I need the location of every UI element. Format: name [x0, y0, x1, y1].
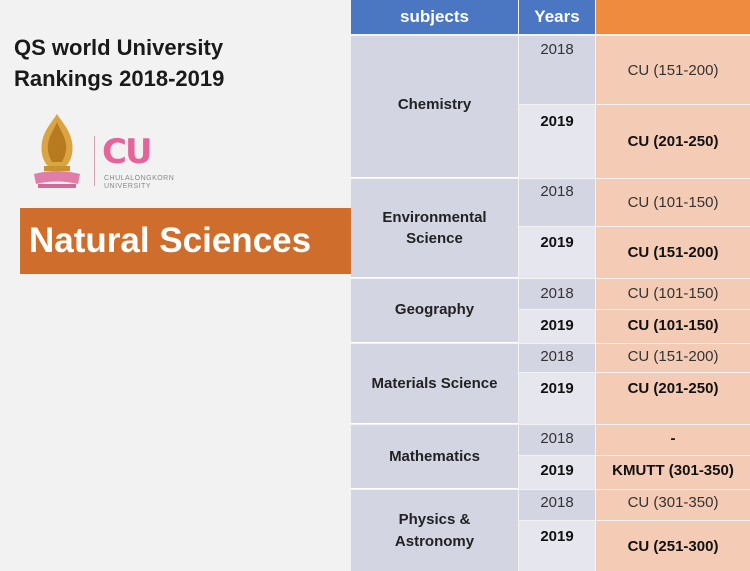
rank-cell: CU (101-150) — [596, 279, 750, 309]
year-cell: 2019 — [519, 521, 595, 571]
rank-cell: CU (251-300) — [596, 521, 750, 571]
year-label: 2019 — [540, 528, 574, 545]
rank-cell: KMUTT (301-350) — [596, 456, 750, 489]
rank-label: - — [670, 430, 676, 447]
rank-label: CU (101-150) — [627, 285, 719, 302]
subject-cell: Physics & Astronomy — [351, 490, 518, 571]
year-cell: 2019 — [519, 227, 595, 278]
year-label: 2018 — [540, 41, 574, 58]
rank-label: CU (101-150) — [627, 317, 719, 334]
year-label: 2018 — [540, 430, 574, 447]
rank-label: CU (201-250) — [627, 380, 719, 397]
subject-label-line-2: Science — [406, 230, 463, 247]
rank-cell: CU (201-250) — [596, 105, 750, 178]
logo-name-line-2: UNIVERSITY — [104, 183, 152, 190]
rank-cell: CU (101-150) — [596, 179, 750, 226]
subject-label: Mathematics — [389, 448, 480, 465]
logo-university-name: CHULALONGKORN UNIVERSITY — [104, 175, 174, 191]
year-label: 2019 — [540, 380, 574, 397]
subject-cell: Mathematics — [351, 425, 518, 489]
year-cell: 2019 — [519, 373, 595, 424]
section-banner: Natural Sciences — [20, 208, 351, 274]
rank-label: KMUTT (301-350) — [612, 462, 734, 479]
rankings-table: subjects Years Chemistry 2018 2019 CU (1… — [351, 0, 750, 571]
rank-label: CU (151-200) — [627, 348, 719, 365]
section-banner-label: Natural Sciences — [29, 221, 312, 260]
logo-divider — [94, 136, 95, 186]
year-cell: 2018 — [519, 425, 595, 455]
rank-label: CU (151-200) — [627, 244, 719, 261]
page-title: QS world University Rankings 2018-2019 — [14, 32, 224, 94]
logo-name-line-1: CHULALONGKORN — [104, 175, 175, 182]
year-cell: 2019 — [519, 105, 595, 178]
title-line-2: Rankings 2018-2019 — [14, 66, 225, 91]
rank-cell: CU (301-350) — [596, 490, 750, 520]
title-line-1: QS world University — [14, 35, 224, 60]
rank-label: CU (301-350) — [627, 494, 719, 511]
year-cell: 2018 — [519, 490, 595, 520]
subject-label: Materials Science — [371, 375, 498, 392]
rank-cell: CU (151-200) — [596, 227, 750, 278]
year-cell: 2018 — [519, 179, 595, 226]
year-label: 2018 — [540, 494, 574, 511]
year-label: 2019 — [540, 113, 574, 130]
year-label: 2019 — [540, 462, 574, 479]
rank-label: CU (201-250) — [627, 133, 719, 150]
header-years: Years — [519, 0, 595, 34]
header-subjects: subjects — [351, 0, 518, 34]
subject-cell: Materials Science — [351, 344, 518, 424]
rank-cell: CU (151-200) — [596, 36, 750, 104]
subject-label: Chemistry — [397, 96, 472, 113]
rank-cell: CU (101-150) — [596, 310, 750, 343]
rank-cell: - — [596, 425, 750, 455]
university-logo: CU CHULALONGKORN UNIVERSITY — [30, 112, 180, 192]
crown-emblem-icon — [34, 114, 80, 188]
rank-label: CU (251-300) — [627, 538, 719, 555]
subject-cell: Environmental Science — [351, 179, 518, 278]
year-cell: 2018 — [519, 36, 595, 104]
year-label: 2018 — [540, 285, 574, 302]
subject-cell: Chemistry — [351, 36, 518, 178]
year-label: 2018 — [540, 183, 574, 200]
rank-label: CU (151-200) — [627, 62, 719, 79]
year-cell: 2018 — [519, 279, 595, 309]
year-cell: 2019 — [519, 456, 595, 489]
year-label: 2019 — [540, 234, 574, 251]
subject-cell: Geography — [351, 279, 518, 343]
logo-wordmark: CU — [102, 132, 153, 172]
header-rank — [596, 0, 750, 34]
year-cell: 2018 — [519, 344, 595, 372]
subject-label-line-1: Physics & — [398, 511, 471, 528]
rank-cell: CU (201-250) — [596, 373, 750, 424]
subject-label-line-1: Environmental — [382, 209, 487, 226]
rank-label: CU (101-150) — [627, 194, 719, 211]
year-label: 2019 — [540, 317, 574, 334]
subject-label-line-2: Astronomy — [394, 533, 475, 550]
year-cell: 2019 — [519, 310, 595, 343]
rank-cell: CU (151-200) — [596, 344, 750, 372]
subject-label: Geography — [394, 301, 475, 318]
year-label: 2018 — [540, 348, 574, 365]
